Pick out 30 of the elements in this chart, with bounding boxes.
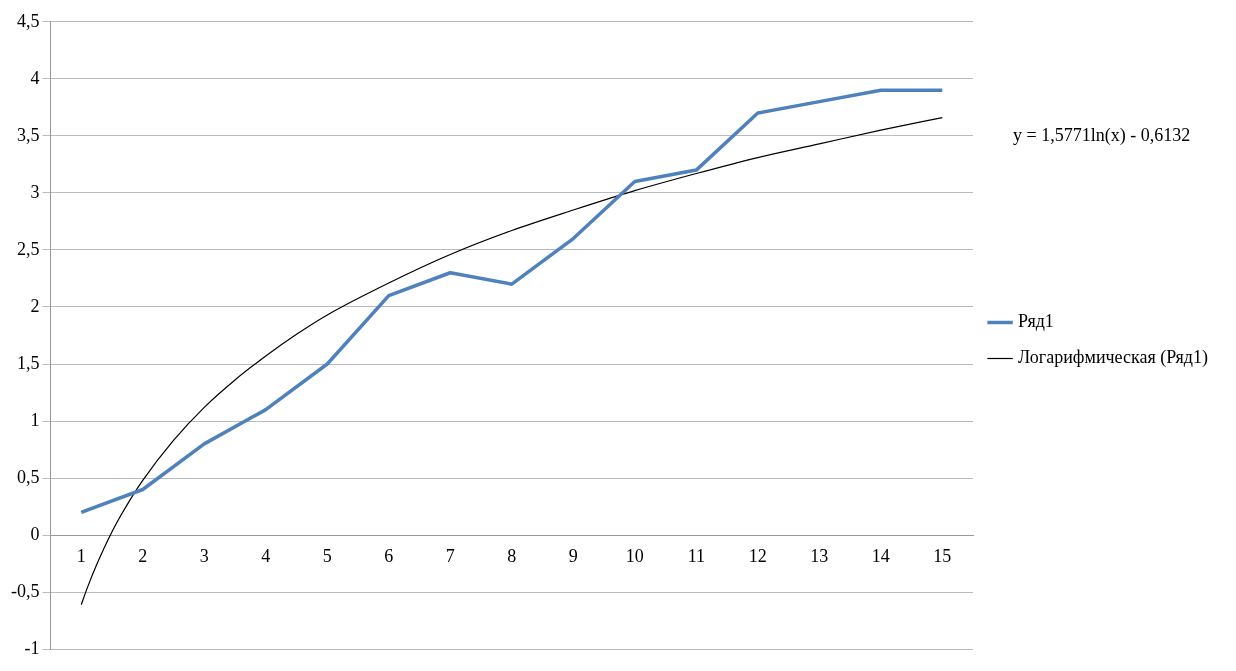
x-tick-label: 9 (568, 545, 578, 566)
x-tick-label: 4 (261, 545, 271, 566)
x-tick-label: 6 (384, 545, 394, 566)
y-tick-label: 3,5 (16, 124, 40, 145)
y-tick-label: 2,5 (16, 238, 40, 259)
y-tick-label: 2 (30, 295, 40, 316)
x-tick-label: 15 (933, 545, 952, 566)
y-tick-label: 3 (30, 181, 40, 202)
y-tick-label: 0,5 (16, 466, 40, 487)
y-tick-label: -0,5 (10, 580, 40, 601)
x-tick-label: 14 (871, 545, 890, 566)
x-tick-label: 5 (322, 545, 332, 566)
x-tick-label: 7 (445, 545, 455, 566)
y-tick-label: 4 (30, 67, 40, 88)
x-tick-label: 10 (625, 545, 644, 566)
y-tick-label: -1 (24, 637, 40, 658)
y-tick-label: 4,5 (16, 10, 40, 31)
x-tick-label: 1 (76, 545, 86, 566)
y-tick-label: 1,5 (16, 352, 40, 373)
x-tick-label: 3 (199, 545, 209, 566)
x-tick-label: 12 (748, 545, 767, 566)
x-tick-label: 13 (810, 545, 829, 566)
text: y = 1,5771ln(x) - 0,6132 (1013, 124, 1191, 146)
x-tick-label: 2 (138, 545, 148, 566)
y-tick-label: 0 (30, 523, 40, 544)
legend-label: Логарифмическая (Ряд1) (1018, 347, 1209, 369)
legend-label: Ряд1 (1018, 311, 1054, 332)
x-tick-label: 8 (507, 545, 517, 566)
y-tick-label: 1 (30, 409, 40, 430)
x-tick-label: 11 (687, 545, 705, 566)
